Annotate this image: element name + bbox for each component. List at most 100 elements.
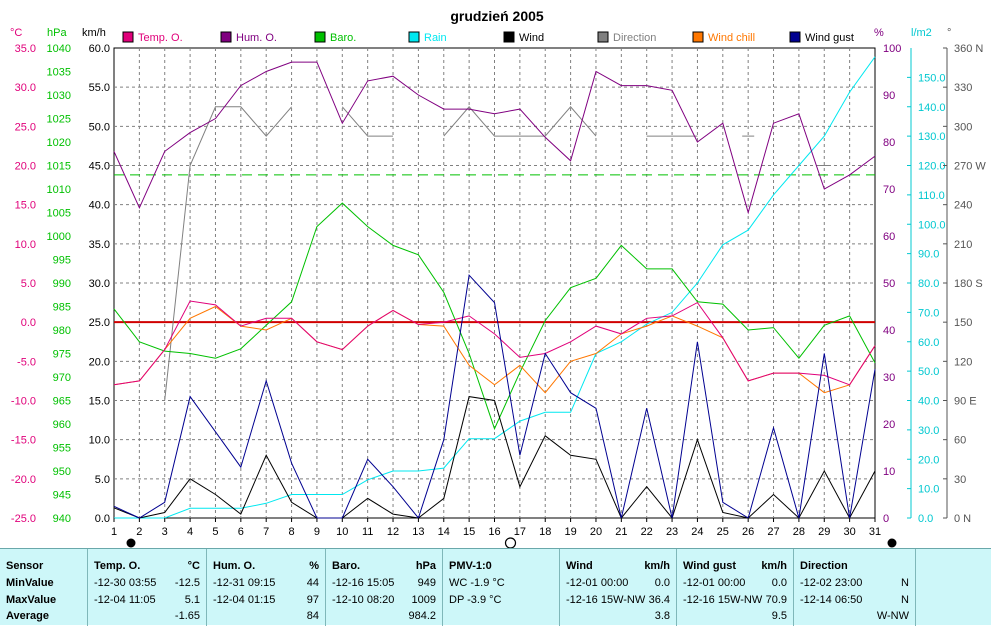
legend-swatch xyxy=(122,31,134,43)
temp-title: Temp. O. xyxy=(94,560,141,572)
statistics-panel: Sensor MinValue MaxValue Average Temp. O… xyxy=(0,548,991,626)
direction-series-line xyxy=(164,106,292,401)
wind-min-value: 0.0 xyxy=(654,577,670,589)
humidity-section: Hum. O.% -12-31 09:15 44 -12-04 01:15 97 8… xyxy=(206,549,325,626)
hum-tick-label: 90 xyxy=(883,90,895,102)
baro-tick-label: 940 xyxy=(53,513,71,525)
x-tick-label: 17 xyxy=(514,526,526,538)
hum-min-value: 44 xyxy=(306,577,319,589)
x-tick-label: 7 xyxy=(263,526,269,538)
x-tick-label: 10 xyxy=(336,526,348,538)
wind-tick-label: 40.0 xyxy=(89,200,110,212)
x-tick-label: 21 xyxy=(615,526,627,538)
wind-title: Wind xyxy=(566,560,593,572)
baro-max-value: 1009 xyxy=(411,594,436,606)
chart-title: grudzień 2005 xyxy=(450,8,544,24)
wind-tick-label: 25.0 xyxy=(89,317,110,329)
baro-tick-label: 955 xyxy=(53,443,71,455)
hum-tick-label: 60 xyxy=(883,231,895,243)
baro-unit: hPa xyxy=(415,560,436,572)
baro-tick-label: 960 xyxy=(53,419,71,431)
hum-tick-label: 100 xyxy=(883,43,901,55)
temp-axis-unit: °C xyxy=(10,27,22,39)
dir-tick-label: 300 xyxy=(954,121,972,133)
temp-tick-label: 5.0 xyxy=(21,278,36,290)
baro-tick-label: 1005 xyxy=(47,208,71,220)
rain-tick-label: 70.0 xyxy=(918,307,939,319)
temp-tick-label: 10.0 xyxy=(15,239,36,251)
pmv-title: PMV-1:0 xyxy=(449,560,492,572)
legend-swatch xyxy=(408,31,420,43)
legend-swatch xyxy=(597,31,609,43)
gust-unit: km/h xyxy=(761,560,787,572)
baro-tick-label: 970 xyxy=(53,372,71,384)
x-tick-label: 22 xyxy=(641,526,653,538)
hum-tick-label: 0 xyxy=(883,513,889,525)
baro-tick-label: 985 xyxy=(53,302,71,314)
wind-section: Wind km/h -12-01 00:00 0.0 -12-16 15W-NW 36… xyxy=(559,549,676,626)
hum-tick-label: 20 xyxy=(883,419,895,431)
dir-tick-label: 60 xyxy=(954,435,966,447)
legend-label: Direction xyxy=(613,32,656,44)
temp-tick-label: 0.0 xyxy=(21,317,36,329)
rain-axis-unit: l/m2 xyxy=(911,27,932,39)
empty-section xyxy=(915,549,991,626)
baro-tick-label: 965 xyxy=(53,396,71,408)
pmv-section: PMV-1:0 WC -1.9 °C DP -3.9 °C xyxy=(442,549,559,626)
wind-average: 3.8 xyxy=(654,610,670,622)
rain-tick-label: 150.0 xyxy=(918,72,946,84)
wind-tick-label: 0.0 xyxy=(95,513,110,525)
dir-tick-label: 120 xyxy=(954,356,972,368)
baro-tick-label: 980 xyxy=(53,325,71,337)
x-tick-label: 29 xyxy=(818,526,830,538)
hum-tick-label: 30 xyxy=(883,372,895,384)
baro-min-time: -12-16 15:05 xyxy=(332,577,395,589)
temp-min-value: -12.5 xyxy=(174,577,200,589)
rain-tick-label: 120.0 xyxy=(918,161,946,173)
direction-section: Direction -12-02 23:00 N -12-14 06:50 N W-… xyxy=(793,549,915,626)
baro-tick-label: 995 xyxy=(53,255,71,267)
hum-o-series-line xyxy=(113,61,876,215)
x-tick-label: 19 xyxy=(564,526,576,538)
x-tick-label: 11 xyxy=(362,526,373,538)
x-tick-label: 31 xyxy=(869,526,881,538)
dir-average: W-NW xyxy=(876,610,909,622)
wind-tick-label: 20.0 xyxy=(89,356,110,368)
x-tick-label: 1 xyxy=(111,526,117,538)
temp-tick-label: -15.0 xyxy=(11,435,36,447)
full-moon-icon xyxy=(504,537,517,548)
weather-chart: grudzień 2005 °C35.030.025.020.015.010.0… xyxy=(10,8,986,548)
wind-tick-label: 50.0 xyxy=(89,121,110,133)
moon-phase-markers xyxy=(126,537,897,548)
dir-max-time: -12-14 06:50 xyxy=(800,594,863,606)
legend-label: Wind xyxy=(519,32,544,44)
baro-max-time: -12-10 08:20 xyxy=(332,594,395,606)
x-tick-label: 13 xyxy=(412,526,424,538)
temp-min-time: -12-30 03:55 xyxy=(94,577,157,589)
legend-label: Temp. O. xyxy=(138,32,183,44)
temp-tick-label: 30.0 xyxy=(15,82,36,94)
wind-axis-unit: km/h xyxy=(82,27,106,39)
temp-unit: °C xyxy=(187,560,200,572)
x-tick-label: 6 xyxy=(238,526,244,538)
legend-swatch xyxy=(503,31,515,43)
new-moon-icon xyxy=(126,538,136,548)
wind-tick-label: 55.0 xyxy=(89,82,110,94)
axes: °C 35.0 30.0 25.0 20.0 15.0 10.0 5.0 0.0 -5.0 -10.… xyxy=(10,27,986,525)
rain-tick-label: 90.0 xyxy=(918,249,939,261)
temp-average: -1.65 xyxy=(174,610,200,622)
baro-tick-label: 1040 xyxy=(47,43,71,55)
dir-tick-label: 30 xyxy=(954,474,966,486)
hum-min-time: -12-31 09:15 xyxy=(213,577,276,589)
baro-tick-label: 1000 xyxy=(47,231,71,243)
baro-tick-label: 1020 xyxy=(47,137,71,149)
temp-tick-label: 25.0 xyxy=(15,121,36,133)
hum-tick-label: 40 xyxy=(883,325,895,337)
x-tick-label: 28 xyxy=(793,526,805,538)
baro-tick-label: 1035 xyxy=(47,67,71,79)
x-tick-label: 26 xyxy=(742,526,754,538)
legend-swatch xyxy=(789,31,801,43)
x-tick-label: 16 xyxy=(488,526,500,538)
new-moon-icon xyxy=(887,538,897,548)
dir-tick-label: 150 xyxy=(954,317,972,329)
